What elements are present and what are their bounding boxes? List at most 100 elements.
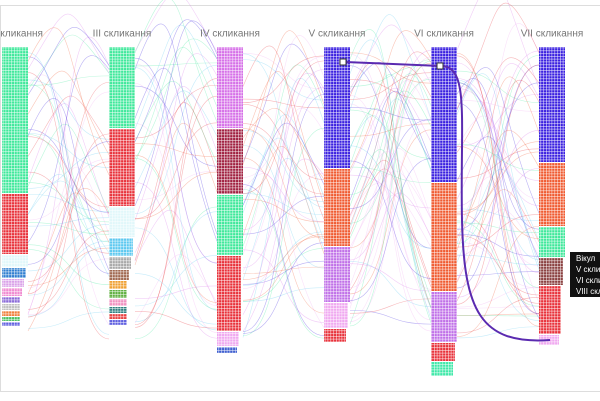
flow	[27, 161, 110, 282]
segment-cells	[2, 268, 26, 278]
flow	[349, 14, 432, 120]
flow	[242, 122, 325, 206]
flow	[242, 56, 325, 178]
flow	[456, 50, 540, 207]
flow	[349, 170, 432, 248]
flows	[27, 0, 540, 340]
flow	[242, 45, 325, 220]
flow	[242, 287, 325, 302]
flow	[349, 66, 432, 216]
flow	[349, 91, 432, 201]
flow	[456, 220, 540, 307]
flow	[242, 30, 325, 165]
flow	[242, 114, 325, 213]
flow	[456, 213, 540, 304]
flow	[349, 59, 432, 195]
segment-cells	[109, 281, 127, 289]
flow	[242, 172, 325, 289]
highlight-path	[344, 61, 551, 342]
flow	[349, 29, 432, 323]
flow	[242, 129, 325, 203]
flow	[242, 55, 325, 104]
flow	[242, 198, 325, 223]
flow	[349, 107, 432, 121]
flow	[27, 27, 110, 175]
flow	[349, 151, 432, 238]
flow	[134, 254, 218, 323]
segment-cells	[2, 47, 28, 193]
flow	[456, 254, 540, 266]
flow	[456, 52, 540, 327]
tooltip-line: Вікул	[576, 254, 596, 263]
segment-cells	[109, 307, 127, 313]
segment-cells	[431, 362, 453, 376]
flow	[456, 81, 540, 288]
flow	[242, 128, 325, 337]
column-label: V скликання	[309, 29, 366, 40]
flow	[349, 80, 432, 286]
flow	[134, 84, 218, 139]
flow	[242, 235, 325, 280]
flow	[134, 53, 218, 253]
flow	[456, 88, 540, 181]
flow	[456, 93, 540, 147]
flow	[27, 192, 110, 295]
segment-cells	[109, 299, 127, 306]
flow	[27, 244, 110, 285]
flow	[27, 56, 110, 274]
segment-cells	[2, 288, 22, 296]
flow	[134, 67, 218, 242]
flow	[134, 143, 218, 158]
flow	[242, 78, 325, 338]
flow	[456, 141, 540, 216]
flow	[349, 160, 432, 279]
flow	[134, 23, 218, 235]
highlight-node	[339, 58, 347, 66]
flow	[349, 52, 432, 84]
highlight-node	[436, 62, 444, 70]
flow	[134, 211, 218, 323]
segment-cells	[217, 256, 241, 331]
flow	[134, 206, 218, 340]
flow	[27, 134, 110, 243]
flow	[456, 189, 540, 283]
flow	[242, 157, 325, 314]
column-label: II скликання	[0, 29, 43, 40]
flow	[134, 122, 218, 266]
flow	[27, 123, 110, 213]
flow	[134, 255, 218, 307]
flow	[134, 158, 218, 310]
flow	[27, 36, 110, 314]
segment-cells	[2, 322, 20, 326]
flow	[134, 80, 218, 164]
flow	[27, 249, 110, 310]
flow	[456, 67, 540, 214]
flow	[242, 260, 325, 285]
segment-cells	[539, 286, 561, 334]
flow	[134, 19, 218, 142]
flow	[349, 166, 432, 183]
flow	[242, 59, 325, 101]
flow	[242, 137, 325, 249]
flow	[349, 149, 432, 308]
flow	[456, 226, 540, 337]
segment-cells	[2, 304, 20, 310]
flow	[27, 52, 110, 335]
flow	[242, 107, 325, 180]
flow	[134, 86, 218, 221]
flow	[242, 233, 325, 301]
flow	[27, 180, 110, 254]
flow	[456, 2, 540, 109]
flow	[456, 154, 540, 266]
flow	[134, 227, 218, 331]
flow	[456, 63, 540, 200]
flow	[242, 195, 325, 235]
flow	[134, 209, 218, 306]
segment-cells	[109, 257, 131, 269]
flow	[27, 217, 110, 227]
flow	[27, 136, 110, 208]
flow	[242, 71, 325, 205]
segment-cells	[431, 47, 457, 182]
segment-cells	[2, 279, 24, 287]
flow	[349, 115, 432, 309]
